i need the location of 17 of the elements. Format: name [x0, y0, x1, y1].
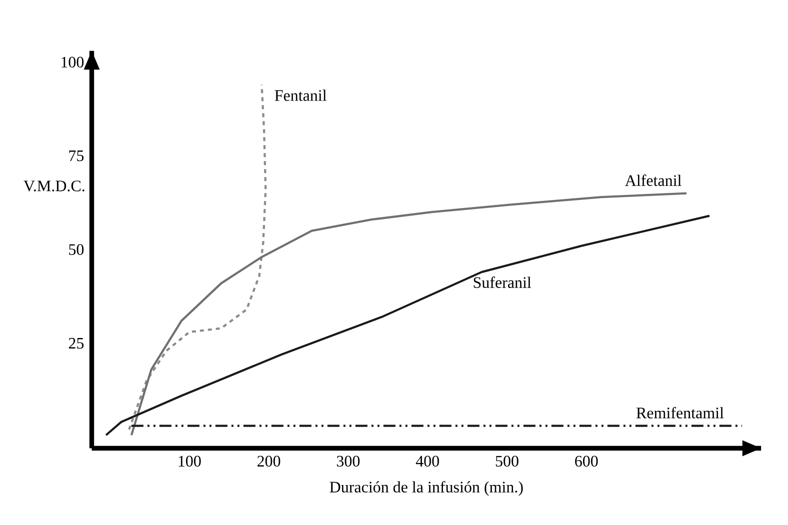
series-label: Suferanil [474, 276, 532, 288]
y-tick-label: 50 [69, 244, 84, 255]
y-axis-title: V.M.D.C. [24, 180, 84, 192]
y-tick-label: 100 [62, 56, 84, 68]
x-tick-label: 200 [258, 456, 280, 467]
x-tick-label: 600 [575, 456, 598, 467]
x-tick-label: 300 [336, 456, 360, 467]
x-tick-label: 400 [416, 456, 439, 467]
series-label: Fentanil [274, 90, 326, 101]
x-tick-label: 100 [178, 456, 201, 467]
x-tick-label: 500 [496, 456, 518, 467]
y-tick-label: 75 [69, 150, 84, 162]
series-label: Remifentamil [636, 406, 724, 418]
y-tick-label: 25 [68, 338, 84, 349]
line-series [128, 84, 267, 431]
series-label: Alfetanil [625, 174, 682, 186]
x-axis-title: Duración de la infusión (min.) [330, 481, 523, 496]
